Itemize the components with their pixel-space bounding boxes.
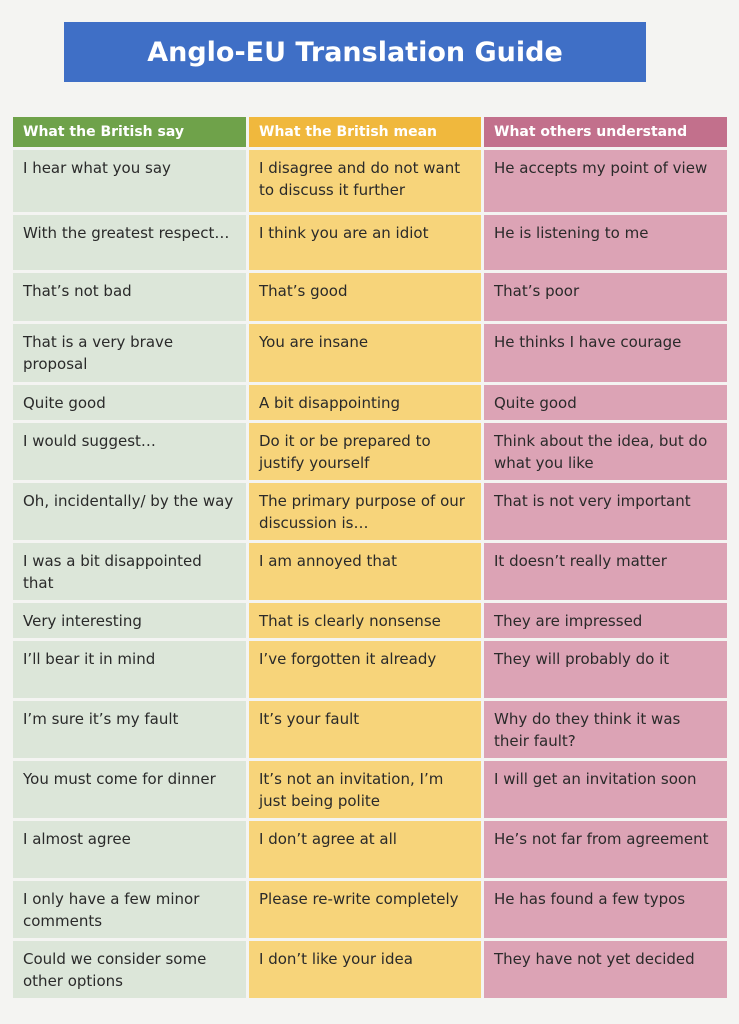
table-row: I would suggest… Do it or be prepared to… bbox=[13, 423, 727, 480]
cell-others: He has found a few typos bbox=[484, 881, 727, 938]
cell-mean: You are insane bbox=[249, 324, 481, 382]
table-row: You must come for dinner It’s not an inv… bbox=[13, 761, 727, 818]
page-title: Anglo-EU Translation Guide bbox=[147, 36, 563, 68]
cell-mean: I don’t agree at all bbox=[249, 821, 481, 878]
cell-others: Think about the idea, but do what you li… bbox=[484, 423, 727, 480]
table-row: I only have a few minor comments Please … bbox=[13, 881, 727, 938]
table-row: That is a very brave proposal You are in… bbox=[13, 324, 727, 382]
cell-others: It doesn’t really matter bbox=[484, 543, 727, 600]
table-row: Could we consider some other options I d… bbox=[13, 941, 727, 998]
cell-others: They will probably do it bbox=[484, 641, 727, 698]
cell-mean: I disagree and do not want to discuss it… bbox=[249, 150, 481, 212]
cell-say: I’m sure it’s my fault bbox=[13, 701, 246, 758]
table-row: I almost agree I don’t agree at all He’s… bbox=[13, 821, 727, 878]
cell-mean: Do it or be prepared to justify yourself bbox=[249, 423, 481, 480]
cell-others: Why do they think it was their fault? bbox=[484, 701, 727, 758]
cell-mean: A bit disappointing bbox=[249, 385, 481, 420]
cell-say: I’ll bear it in mind bbox=[13, 641, 246, 698]
table-row: Very interesting That is clearly nonsens… bbox=[13, 603, 727, 638]
cell-mean: I think you are an idiot bbox=[249, 215, 481, 270]
cell-say: Could we consider some other options bbox=[13, 941, 246, 998]
table-row: I’ll bear it in mind I’ve forgotten it a… bbox=[13, 641, 727, 698]
column-header-say: What the British say bbox=[13, 117, 246, 147]
cell-say: Quite good bbox=[13, 385, 246, 420]
table-row: Quite good A bit disappointing Quite goo… bbox=[13, 385, 727, 420]
translation-table: What the British say What the British me… bbox=[10, 114, 730, 1001]
table-row: Oh, incidentally/ by the way The primary… bbox=[13, 483, 727, 540]
cell-mean: It’s your fault bbox=[249, 701, 481, 758]
cell-say: I almost agree bbox=[13, 821, 246, 878]
cell-others: He is listening to me bbox=[484, 215, 727, 270]
header-row: What the British say What the British me… bbox=[13, 117, 727, 147]
cell-say: I only have a few minor comments bbox=[13, 881, 246, 938]
cell-others: They are impressed bbox=[484, 603, 727, 638]
cell-say: I would suggest… bbox=[13, 423, 246, 480]
cell-mean: That’s good bbox=[249, 273, 481, 321]
cell-others: That’s poor bbox=[484, 273, 727, 321]
cell-others: He’s not far from agreement bbox=[484, 821, 727, 878]
table-row: I was a bit disappointed that I am annoy… bbox=[13, 543, 727, 600]
cell-others: Quite good bbox=[484, 385, 727, 420]
cell-say: I was a bit disappointed that bbox=[13, 543, 246, 600]
cell-mean: I don’t like your idea bbox=[249, 941, 481, 998]
cell-others: They have not yet decided bbox=[484, 941, 727, 998]
cell-mean: I’ve forgotten it already bbox=[249, 641, 481, 698]
cell-others: I will get an invitation soon bbox=[484, 761, 727, 818]
cell-others: He accepts my point of view bbox=[484, 150, 727, 212]
cell-say: That is a very brave proposal bbox=[13, 324, 246, 382]
column-header-mean: What the British mean bbox=[249, 117, 481, 147]
cell-mean: I am annoyed that bbox=[249, 543, 481, 600]
cell-mean: That is clearly nonsense bbox=[249, 603, 481, 638]
cell-say: That’s not bad bbox=[13, 273, 246, 321]
cell-mean: Please re-write completely bbox=[249, 881, 481, 938]
cell-say: I hear what you say bbox=[13, 150, 246, 212]
cell-others: That is not very important bbox=[484, 483, 727, 540]
column-header-others: What others understand bbox=[484, 117, 727, 147]
cell-say: Very interesting bbox=[13, 603, 246, 638]
cell-mean: The primary purpose of our discussion is… bbox=[249, 483, 481, 540]
cell-say: You must come for dinner bbox=[13, 761, 246, 818]
table-row: With the greatest respect… I think you a… bbox=[13, 215, 727, 270]
table-row: I’m sure it’s my fault It’s your fault W… bbox=[13, 701, 727, 758]
cell-say: Oh, incidentally/ by the way bbox=[13, 483, 246, 540]
table-row: I hear what you say I disagree and do no… bbox=[13, 150, 727, 212]
cell-others: He thinks I have courage bbox=[484, 324, 727, 382]
table-row: That’s not bad That’s good That’s poor bbox=[13, 273, 727, 321]
cell-mean: It’s not an invitation, I’m just being p… bbox=[249, 761, 481, 818]
title-banner: Anglo-EU Translation Guide bbox=[64, 22, 646, 82]
cell-say: With the greatest respect… bbox=[13, 215, 246, 270]
